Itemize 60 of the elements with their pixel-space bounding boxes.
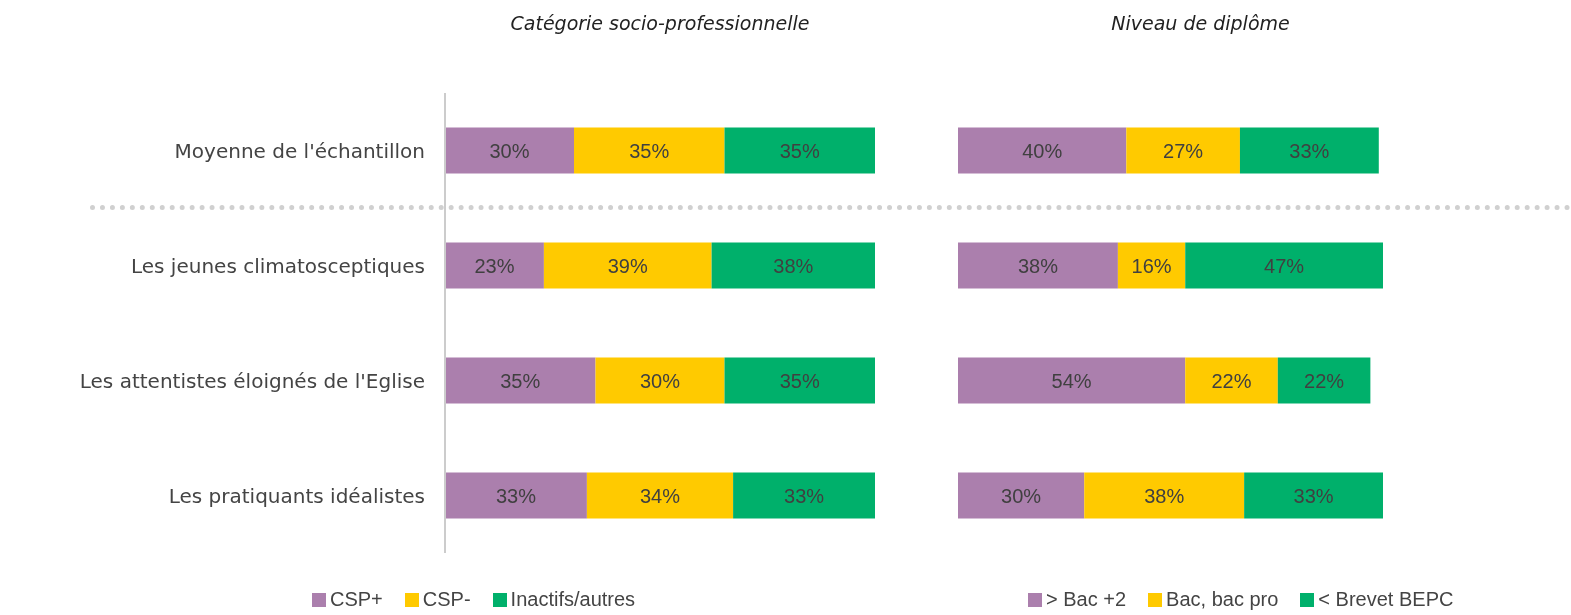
bar — [958, 127, 1127, 174]
bar — [445, 127, 574, 174]
bar — [445, 242, 544, 289]
bar — [724, 357, 875, 404]
data-label: 30% — [489, 139, 530, 162]
bar — [958, 472, 1085, 519]
legend-label: Inactifs/autres — [510, 588, 636, 611]
data-label: 33% — [495, 484, 537, 507]
data-label: 30% — [639, 369, 681, 392]
chart-title: Niveau de diplôme — [1110, 12, 1291, 34]
legend-label: > Bac +2 — [1046, 588, 1127, 611]
y-tick-label: Les jeunes climatosceptiques — [130, 253, 425, 278]
legend-label: < Brevet BEPC — [1318, 588, 1454, 611]
data-label: 34% — [639, 484, 681, 507]
bar — [574, 127, 725, 174]
chart-title: Catégorie socio-professionnelle — [509, 12, 811, 34]
data-label: 35% — [500, 369, 541, 392]
data-label: 38% — [1144, 484, 1185, 507]
bar — [724, 127, 875, 174]
data-label: 40% — [1022, 139, 1063, 162]
data-label: 33% — [784, 484, 825, 507]
data-label: 23% — [474, 254, 515, 277]
bar — [1244, 472, 1383, 519]
data-label: 30% — [1001, 484, 1042, 507]
data-label: 33% — [1293, 484, 1334, 507]
bar — [445, 357, 596, 404]
legend-label: CSP- — [422, 588, 471, 611]
data-label: 35% — [629, 139, 670, 162]
y-tick-label: Les pratiquants idéalistes — [168, 483, 425, 508]
bar — [586, 472, 734, 519]
data-label: 22% — [1211, 369, 1252, 392]
bar — [1239, 127, 1379, 174]
bar — [733, 472, 875, 519]
bar — [543, 242, 712, 289]
data-label: 38% — [1017, 254, 1059, 277]
data-label: 33% — [1289, 139, 1330, 162]
data-label: 27% — [1163, 139, 1204, 162]
y-tick-label: Moyenne de l'échantillon — [174, 138, 425, 163]
data-label: 38% — [773, 254, 814, 277]
data-label: 22% — [1304, 369, 1345, 392]
data-label: 35% — [779, 139, 820, 162]
legend-label: Bac, bac pro — [1166, 588, 1279, 611]
bar — [445, 472, 587, 519]
bar — [595, 357, 725, 404]
bar — [958, 357, 1186, 404]
data-label: 35% — [779, 369, 820, 392]
data-label: 39% — [607, 254, 648, 277]
legend-label: CSP+ — [330, 588, 383, 611]
bar — [711, 242, 875, 289]
bar — [1084, 472, 1245, 519]
data-label: 54% — [1051, 369, 1092, 392]
data-label: 47% — [1264, 254, 1305, 277]
bar — [1277, 357, 1371, 404]
bar — [958, 242, 1118, 289]
bar — [1185, 242, 1383, 289]
bar — [1117, 242, 1186, 289]
data-label: 16% — [1131, 254, 1172, 277]
bar — [1185, 357, 1278, 404]
bar — [1126, 127, 1240, 174]
y-tick-label: Les attentistes éloignés de l'Eglise — [79, 368, 425, 393]
